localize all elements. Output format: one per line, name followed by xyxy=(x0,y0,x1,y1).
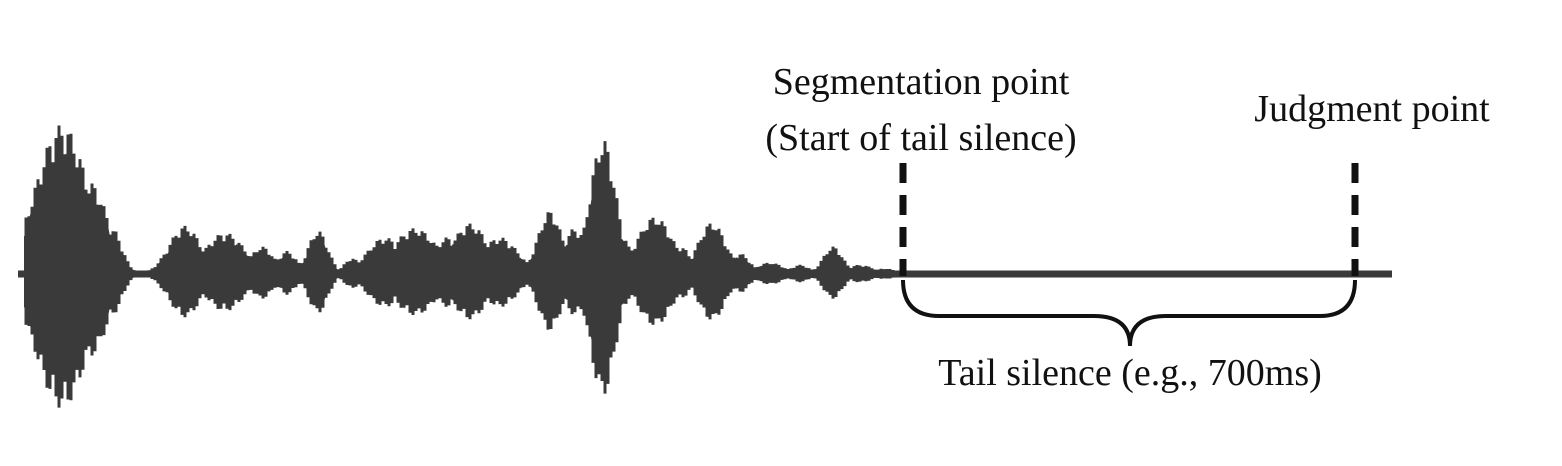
tail-silence-brace xyxy=(901,279,1357,347)
segmentation-point-sublabel: (Start of tail silence) xyxy=(765,117,1076,159)
segmentation-point-label: Segmentation point xyxy=(773,61,1070,103)
judgment-point-label: Judgment point xyxy=(1254,88,1490,130)
tail-silence-label: Tail silence (e.g., 700ms) xyxy=(938,352,1322,394)
speech-waveform-spikes xyxy=(24,125,901,408)
